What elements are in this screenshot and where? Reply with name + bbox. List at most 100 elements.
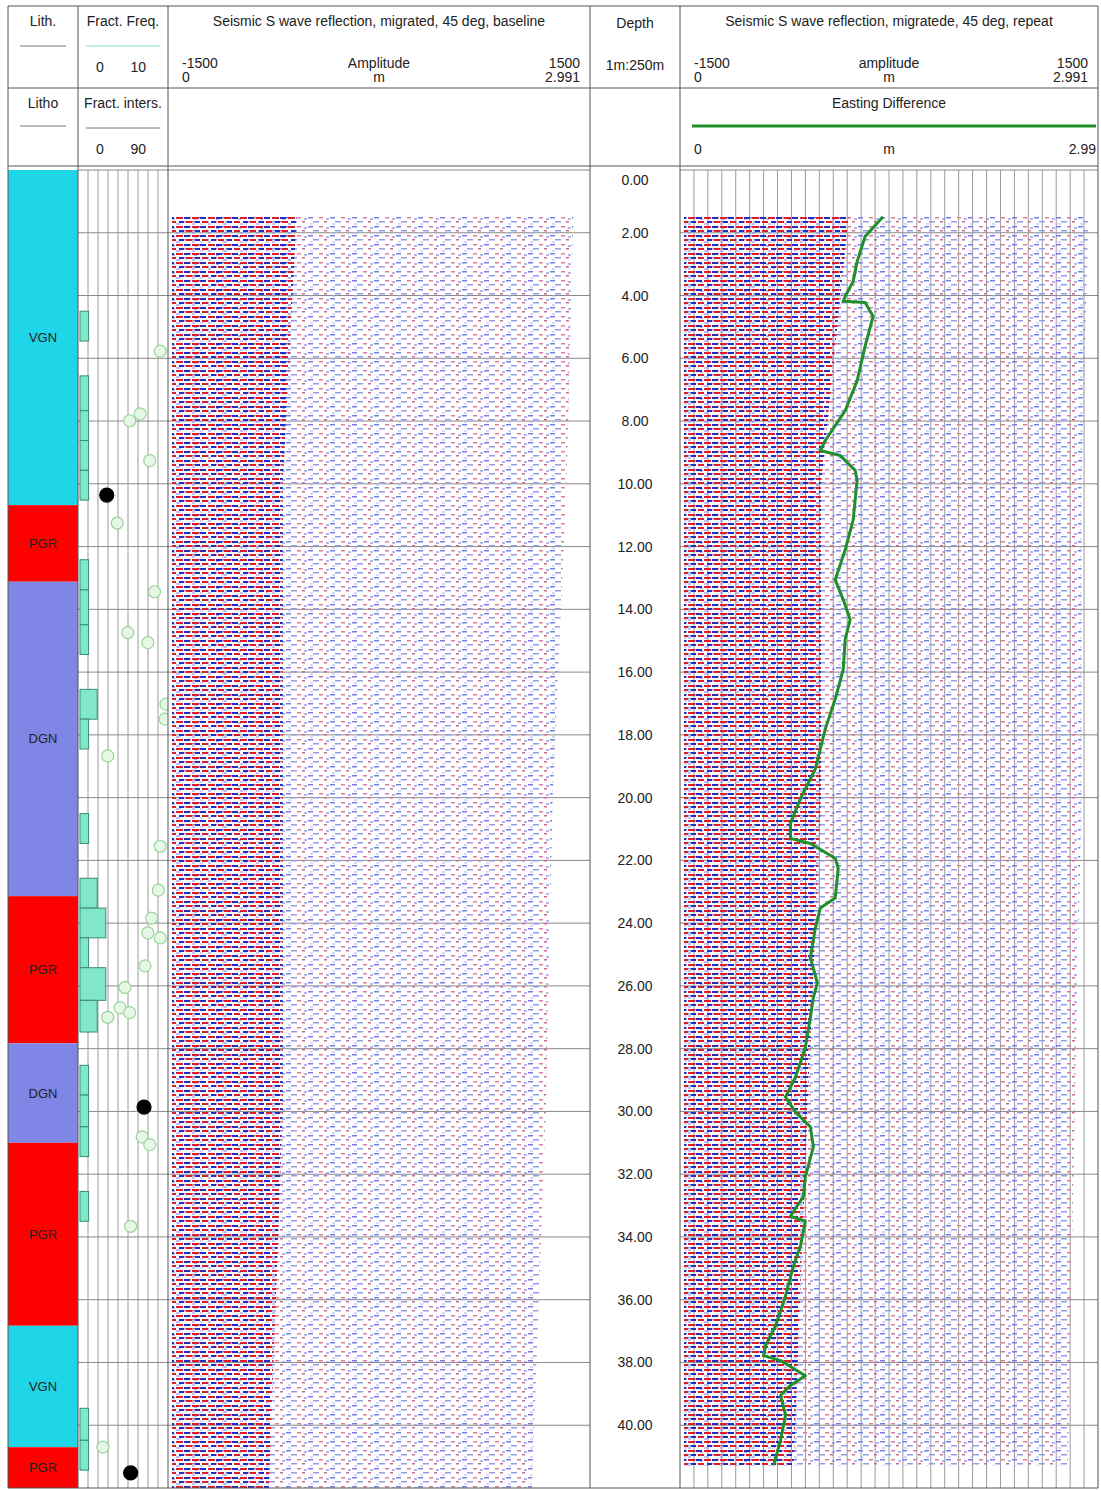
depth-grid-line bbox=[78, 1048, 168, 1049]
fracture-point bbox=[160, 698, 168, 710]
fracture-frequency bbox=[80, 311, 106, 1470]
grid-line bbox=[98, 170, 99, 1488]
grid-line bbox=[128, 170, 129, 1488]
fracture-point bbox=[142, 927, 154, 939]
fracture-point bbox=[144, 455, 156, 467]
grid-line bbox=[118, 170, 119, 1488]
track-title: Seismic S wave reflection, migrated, 45 … bbox=[213, 13, 545, 29]
grid-line bbox=[138, 170, 139, 1488]
axis-unit: m bbox=[883, 69, 895, 85]
depth-grid-line bbox=[78, 797, 168, 798]
fracture-point bbox=[137, 1100, 151, 1114]
tick-label: 90 bbox=[130, 141, 146, 157]
seismic-extent bbox=[684, 217, 1088, 1466]
fracture-bar bbox=[80, 411, 89, 441]
track-title: Fract. inters. bbox=[84, 95, 162, 111]
lithology-label: PGR bbox=[29, 1460, 57, 1475]
fracture-point bbox=[122, 627, 134, 639]
depth-grid-line bbox=[78, 672, 168, 673]
grid-line bbox=[148, 170, 149, 1488]
fracture-point bbox=[149, 586, 161, 598]
range-end-line bbox=[8, 1488, 1098, 1489]
tick-label: 0 bbox=[96, 59, 104, 75]
depth-grid-line bbox=[78, 232, 168, 233]
fracture-point bbox=[124, 1007, 136, 1019]
track-subtitle: Litho bbox=[28, 95, 59, 111]
lithology-intervals bbox=[8, 170, 78, 1488]
fracture-point bbox=[134, 408, 146, 420]
fracture-point bbox=[124, 1466, 138, 1480]
fracture-point bbox=[154, 345, 166, 357]
fracture-point bbox=[152, 884, 164, 896]
tick-label: 0 bbox=[694, 69, 702, 85]
fracture-bar bbox=[80, 1000, 97, 1032]
fracture-bar bbox=[80, 814, 89, 844]
lithology-interval bbox=[8, 896, 78, 1043]
fracture-point bbox=[154, 840, 166, 852]
depth-scale: 1m:250m bbox=[606, 57, 664, 73]
lithology-label: PGR bbox=[29, 536, 57, 551]
depth-grid-line bbox=[78, 546, 168, 547]
lithology-label: PGR bbox=[29, 962, 57, 977]
depth-tick-label: 8.00 bbox=[621, 413, 648, 429]
lithology-label: PGR bbox=[29, 1227, 57, 1242]
axis-unit: m bbox=[373, 69, 385, 85]
fracture-bar bbox=[80, 1095, 89, 1127]
depth-grid-line bbox=[78, 295, 168, 296]
depth-grid-line bbox=[78, 483, 168, 484]
depth-tick-label: 14.00 bbox=[617, 601, 652, 617]
fracture-bar bbox=[80, 441, 89, 471]
depth-tick-label: 22.00 bbox=[617, 852, 652, 868]
header-rule bbox=[86, 45, 160, 47]
seismic-section bbox=[172, 217, 573, 1488]
tick-label: 2.991 bbox=[1053, 69, 1088, 85]
depth-grid-line bbox=[78, 170, 168, 171]
tick-label: 2.99 bbox=[1069, 141, 1096, 157]
fracture-point bbox=[139, 960, 151, 972]
legend-line bbox=[692, 125, 1096, 128]
lithology-interval bbox=[8, 170, 78, 505]
header-rule bbox=[86, 128, 160, 129]
seismic-grid bbox=[680, 170, 1098, 1488]
lithology-interval bbox=[8, 1447, 78, 1488]
seismic-section bbox=[684, 217, 1088, 1466]
fracture-bar bbox=[80, 311, 89, 341]
fracture-bar bbox=[80, 1127, 89, 1157]
fracture-point bbox=[111, 517, 123, 529]
axis-unit: m bbox=[883, 141, 895, 157]
grid-line bbox=[108, 170, 109, 1488]
fracture-bar bbox=[80, 878, 97, 908]
easting-line-group bbox=[764, 217, 883, 1465]
depth-tick-label: 16.00 bbox=[617, 664, 652, 680]
depth-tick-label: 38.00 bbox=[617, 1354, 652, 1370]
background bbox=[0, 0, 1101, 1490]
depth-tick-label: 18.00 bbox=[617, 727, 652, 743]
fracture-bar bbox=[80, 689, 97, 719]
header-rule bbox=[20, 46, 66, 47]
depth-tick-label: 40.00 bbox=[617, 1417, 652, 1433]
fracture-bar bbox=[80, 1440, 89, 1470]
fracture-point bbox=[102, 750, 114, 762]
fracture-point bbox=[142, 637, 154, 649]
depth-tick-label: 26.00 bbox=[617, 978, 652, 994]
fracture-bar bbox=[80, 590, 89, 625]
header-border bbox=[8, 6, 1098, 7]
fracture-bar bbox=[80, 968, 106, 1001]
well-log: Depth1m:250m0.002.004.006.008.0010.0012.… bbox=[0, 0, 1101, 1490]
depth-grid-line bbox=[78, 1362, 168, 1363]
fracture-bar bbox=[80, 1408, 89, 1440]
depth-tick-label: 0.00 bbox=[621, 172, 648, 188]
fracture-point bbox=[100, 488, 114, 502]
lithology-interval bbox=[8, 1043, 78, 1142]
depth-grid-line bbox=[78, 734, 168, 735]
depth-tick-label: 32.00 bbox=[617, 1166, 652, 1182]
tick-label: 2.991 bbox=[545, 69, 580, 85]
grid-line bbox=[158, 170, 159, 1488]
fracture-bar bbox=[80, 908, 106, 938]
tick-label: 0 bbox=[182, 69, 190, 85]
depth-tick-label: 4.00 bbox=[621, 288, 648, 304]
lithology-label: VGN bbox=[29, 330, 57, 345]
tick-label: 10 bbox=[130, 59, 146, 75]
depth-tick-label: 6.00 bbox=[621, 350, 648, 366]
column-border bbox=[680, 6, 681, 1488]
